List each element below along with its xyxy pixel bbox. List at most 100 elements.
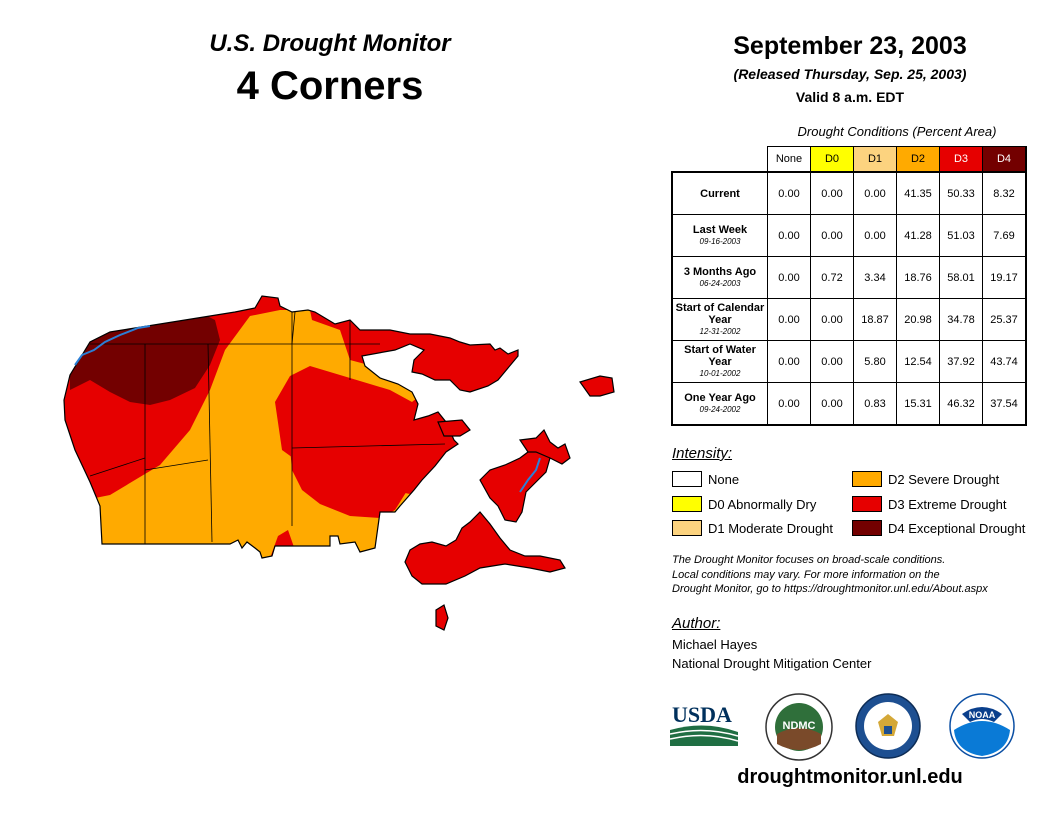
row-label-text: Start of Calendar Year	[675, 301, 765, 326]
table-cell: 12.54	[896, 340, 940, 383]
county-lines	[89, 311, 446, 544]
table-cell: 7.69	[982, 214, 1027, 257]
table-cell: 0.00	[767, 298, 811, 341]
table-row: Start of Calendar Year 12-31-2002 0.00 0.00…	[671, 298, 1027, 341]
author-title: Author:	[672, 615, 721, 632]
usda-logo: USDA	[670, 702, 739, 746]
legend-swatch	[672, 496, 702, 512]
table-cell: 19.17	[982, 256, 1027, 299]
col-header: D0	[810, 146, 854, 173]
row-label-text: 3 Months Ago	[683, 265, 757, 278]
legend-label: D2 Severe Drought	[888, 471, 1000, 487]
row-label: One Year Ago 09-24-2002	[671, 382, 768, 426]
map-date: September 23, 2003	[733, 32, 967, 60]
legend-label: D4 Exceptional Drought	[888, 520, 1026, 536]
website-url[interactable]: droughtmonitor.unl.edu	[737, 766, 963, 788]
legend-label: None	[708, 471, 740, 487]
release-note: (Released Thursday, Sep. 25, 2003)	[733, 66, 967, 82]
table-cell: 0.00	[810, 171, 854, 215]
table-cell: 15.31	[896, 382, 940, 426]
legend-item-d0: D0 Abnormally Dry	[672, 495, 816, 513]
legend-item-d2: D2 Severe Drought	[852, 470, 999, 488]
table-cell: 37.92	[939, 340, 983, 383]
row-label-text: Current	[700, 187, 740, 200]
d3-south-patch	[404, 511, 566, 585]
table-cell: 0.00	[767, 256, 811, 299]
table-cell: 25.37	[982, 298, 1027, 341]
map-subtitle: U.S. Drought Monitor	[209, 30, 451, 57]
table-row: Start of Water Year 10-01-2002 0.00 0.00 5.8…	[671, 340, 1027, 383]
d3-east-patches	[404, 375, 615, 631]
row-label-text: Start of Water Year	[684, 343, 756, 368]
table-cell: 20.98	[896, 298, 940, 341]
col-header: D1	[853, 146, 897, 173]
drought-stats-table: None D0 D1 D2 D3 D4 Current 0.00 0.00 0.00 4…	[671, 146, 1027, 426]
table-header-row: None D0 D1 D2 D3 D4	[672, 146, 1027, 173]
drought-map	[63, 295, 615, 631]
table-caption: Drought Conditions (Percent Area)	[797, 124, 997, 139]
table-cell: 37.54	[982, 382, 1027, 426]
table-cell: 0.00	[810, 340, 854, 383]
commerce-seal-icon	[855, 693, 921, 759]
d3-east-patch-b	[518, 428, 571, 465]
note-line: Drought Monitor, go to https://droughtmo…	[672, 583, 988, 595]
map-outline	[63, 295, 519, 559]
col-header: None	[767, 146, 811, 173]
row-label: Start of Water Year 10-01-2002	[671, 340, 768, 383]
noaa-logo-text: NOAA	[969, 710, 996, 720]
river	[74, 325, 151, 366]
d3-ne-patch	[579, 375, 615, 397]
lake	[519, 457, 541, 493]
table-cell: 0.72	[810, 256, 854, 299]
table-row: One Year Ago 09-24-2002 0.00 0.00 0.83 15.31 4…	[671, 382, 1027, 426]
d3-island-patch	[435, 604, 449, 631]
table-cell: 8.32	[982, 171, 1027, 215]
table-row: Current 0.00 0.00 0.00 41.35 50.33 8.32	[671, 171, 1027, 215]
legend-swatch	[852, 520, 882, 536]
legend-swatch	[852, 471, 882, 487]
legend-item-d4: D4 Exceptional Drought	[852, 519, 1025, 537]
table-row: Last Week 09-16-2003 0.00 0.00 0.00 41.28 51.0…	[671, 214, 1027, 257]
note-line: The Drought Monitor focuses on broad-sca…	[672, 554, 946, 566]
table-cell: 0.00	[810, 382, 854, 426]
usda-logo-text: USDA	[672, 702, 732, 727]
row-date: 09-24-2002	[699, 404, 741, 414]
table-cell: 46.32	[939, 382, 983, 426]
table-cell: 0.00	[853, 171, 897, 215]
row-label: Last Week 09-16-2003	[671, 214, 768, 257]
table-corner	[672, 146, 768, 173]
ndmc-logo: NDMC	[765, 693, 833, 761]
row-date: 09-16-2003	[699, 236, 741, 246]
table-cell: 5.80	[853, 340, 897, 383]
table-cell: 18.76	[896, 256, 940, 299]
row-label-text: Last Week	[692, 223, 748, 236]
table-cell: 3.34	[853, 256, 897, 299]
legend-swatch	[672, 471, 702, 487]
legend-label: D3 Extreme Drought	[888, 496, 1007, 512]
legend-item-d3: D3 Extreme Drought	[852, 495, 1007, 513]
col-header: D2	[896, 146, 940, 173]
author-name: Michael Hayes	[672, 637, 758, 652]
table-cell: 51.03	[939, 214, 983, 257]
author-org: National Drought Mitigation Center	[672, 656, 872, 671]
d3-southeast-area	[290, 444, 470, 518]
d3-small-patch	[437, 419, 471, 437]
legend-item-none: None	[672, 470, 739, 488]
table-cell: 43.74	[982, 340, 1027, 383]
row-label: Current	[671, 171, 768, 215]
col-header: D3	[939, 146, 983, 173]
note-line: Local conditions may vary. For more info…	[672, 568, 940, 581]
legend-swatch	[672, 520, 702, 536]
table-cell: 50.33	[939, 171, 983, 215]
col-header: D4	[982, 146, 1027, 173]
table-cell: 34.78	[939, 298, 983, 341]
table-cell: 41.28	[896, 214, 940, 257]
region-title: 4 Corners	[236, 64, 424, 108]
ndmc-logo-text: NDMC	[783, 720, 816, 732]
legend-label: D1 Moderate Drought	[708, 520, 834, 536]
table-cell: 0.00	[853, 214, 897, 257]
table-cell: 0.83	[853, 382, 897, 426]
legend-swatch	[852, 496, 882, 512]
table-row: 3 Months Ago 06-24-2003 0.00 0.72 3.34 18.76 5…	[671, 256, 1027, 299]
row-date: 12-31-2002	[699, 326, 741, 336]
